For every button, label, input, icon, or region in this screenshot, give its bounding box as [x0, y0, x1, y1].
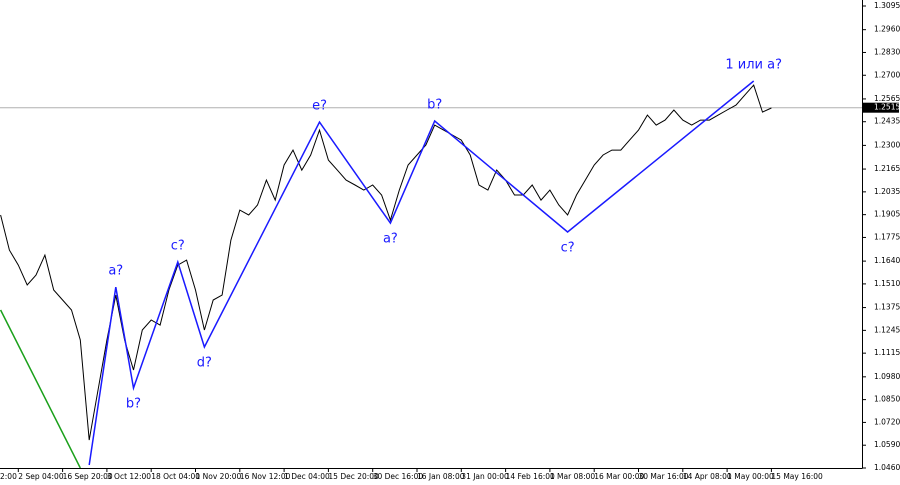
x-tick-label: 15 Dec 20:00 [328, 472, 379, 481]
y-tick-label: 1.1115 [874, 348, 900, 357]
y-tick-label: 1.1905 [874, 210, 900, 219]
y-tick-label: 1.1245 [874, 325, 900, 334]
y-tick-label: 1.1640 [874, 256, 900, 265]
y-tick-label: 1.2165 [874, 164, 900, 173]
y-tick-label: 1.2035 [874, 187, 900, 196]
y-tick-label: 1.1775 [874, 232, 900, 241]
y-tick-label: 1.0590 [874, 440, 900, 449]
wave-label: e? [312, 99, 327, 114]
current-price-label: 1.2515 [874, 103, 900, 112]
y-tick-label: 1.2960 [874, 25, 900, 34]
wave-label: c? [561, 241, 575, 256]
price-line [0, 84, 772, 441]
x-tick-label: 16 Nov 12:00 [240, 472, 291, 481]
wave-label: c? [171, 238, 185, 253]
y-tick-label: 1.2700 [874, 70, 900, 79]
y-tick-label: 1.1510 [874, 279, 900, 288]
wave-label: a? [383, 232, 398, 247]
y-tick-label: 1.0850 [874, 395, 900, 404]
wave-label: b? [427, 98, 442, 113]
y-tick-label: 1.0720 [874, 417, 900, 426]
x-tick-label: 1 Nov 20:00 [196, 472, 242, 481]
x-tick-label: 18 Oct 04:00 [151, 472, 200, 481]
x-tick-label: 15 May 16:00 [771, 472, 823, 481]
current-price-box [863, 102, 899, 113]
y-tick-label: 1.2300 [874, 140, 900, 149]
x-tick-label: 30 Mar 16:00 [639, 472, 689, 481]
wave-label: d? [197, 356, 212, 371]
x-tick-label: 1 May 00:00 [727, 472, 774, 481]
x-tick-label: 16 Sep 20:00 [63, 472, 113, 481]
x-tick-label: 1 Mar 08:00 [550, 472, 596, 481]
wave-line [88, 80, 755, 466]
x-tick-label: 14 Apr 08:00 [683, 472, 732, 481]
wave-label: 1 или а? [725, 58, 782, 73]
y-tick-label: 1.2435 [874, 117, 900, 126]
x-tick-label: 16 Mar 00:00 [594, 472, 644, 481]
y-tick-label: 1.3095 [874, 1, 900, 10]
x-tick-label: 2:00 [0, 472, 17, 481]
wave-label: b? [126, 397, 141, 412]
x-tick-label: 2 Sep 04:00 [18, 472, 64, 481]
y-tick-label: 1.0460 [874, 463, 900, 472]
x-tick-label: 1 Dec 04:00 [284, 472, 330, 481]
x-tick-label: 30 Dec 16:00 [373, 472, 424, 481]
x-tick-label: 16 Jan 08:00 [417, 472, 465, 481]
wave-label: a? [108, 264, 123, 279]
x-tick-label: 14 Feb 16:00 [506, 472, 555, 481]
x-tick-label: 31 Jan 00:00 [461, 472, 509, 481]
y-tick-label: 1.1375 [874, 303, 900, 312]
x-tick-label: 3 Oct 12:00 [107, 472, 151, 481]
y-tick-label: 1.0980 [874, 372, 900, 381]
wave-line [0, 309, 81, 468]
plot [0, 80, 772, 468]
y-tick-label: 1.2830 [874, 47, 900, 56]
y-tick-label: 1.2565 [874, 94, 900, 103]
